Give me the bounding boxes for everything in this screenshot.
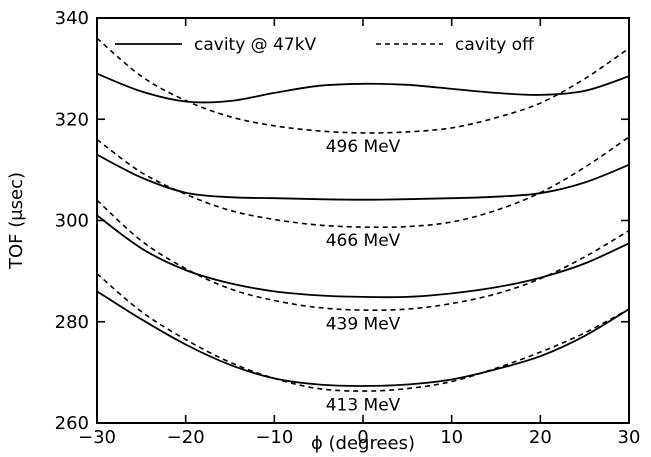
x-tick-label: −30 <box>78 427 116 448</box>
series-466-mev-solid <box>96 153 630 201</box>
legend: cavity @ 47kV cavity off <box>115 35 535 55</box>
legend-label: cavity @ 47kV <box>194 35 317 55</box>
series-413-mev-solid <box>96 290 630 387</box>
y-tick-label: 280 <box>55 312 89 333</box>
curve-label: 439 MeV <box>326 314 401 334</box>
series-466-mev-dashed <box>96 136 630 229</box>
y-axis-label: TOF (μsec) <box>6 172 27 270</box>
series-496-mev-solid <box>96 72 630 104</box>
y-tick-label: 340 <box>55 8 89 29</box>
x-tick-label: 30 <box>618 427 641 448</box>
curve-label: 496 MeV <box>326 137 401 157</box>
plot-frame <box>96 17 630 424</box>
x-tick-label: −20 <box>167 427 205 448</box>
series-group <box>96 37 630 392</box>
series-496-mev-dashed <box>96 37 630 134</box>
y-tick-label: 300 <box>55 211 89 232</box>
series-439-mev-solid <box>96 214 630 299</box>
y-tick-label: 260 <box>55 413 89 434</box>
x-tick-label: 10 <box>440 427 463 448</box>
x-axis-label: ϕ (degrees) <box>311 433 415 454</box>
x-tick-label: 20 <box>529 427 552 448</box>
curve-label: 466 MeV <box>326 231 401 251</box>
x-tick-label: −10 <box>255 427 293 448</box>
series-413-mev-dashed <box>96 273 630 392</box>
x-tick-label: 0 <box>357 427 368 448</box>
legend-label: cavity off <box>455 35 535 55</box>
axes: −30 −20 −10 0 10 20 30 260 280 300 320 340 <box>55 8 641 448</box>
curve-label: 413 MeV <box>326 395 401 415</box>
curve-labels: 496 MeV 466 MeV 439 MeV 413 MeV <box>326 137 401 415</box>
y-tick-label: 320 <box>55 109 89 130</box>
series-439-mev-dashed <box>96 199 630 312</box>
